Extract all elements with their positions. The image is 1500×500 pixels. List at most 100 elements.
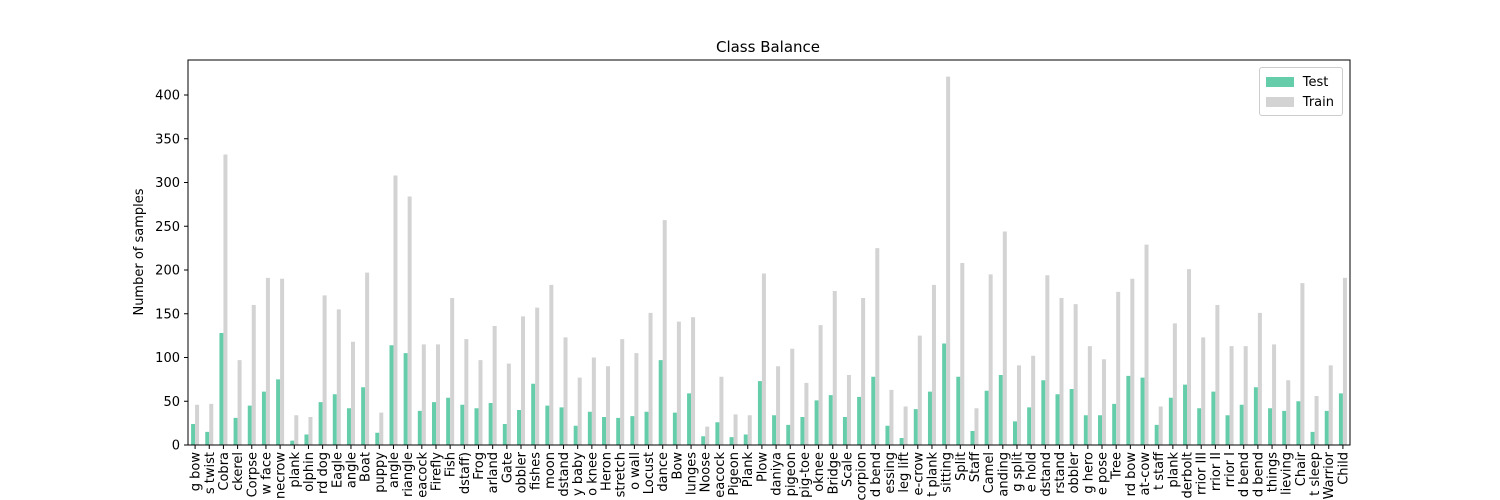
y-tick-label: 100 [155,351,180,366]
bar-train [1130,278,1135,445]
bar-train [761,273,766,445]
bar-test [403,353,408,445]
bar-train [1286,380,1291,445]
bar-train [549,284,554,445]
bar-train [195,404,200,445]
bar-test [1183,384,1188,445]
bar-train [521,316,526,445]
y-tick-label: 400 [155,89,180,104]
x-tick-label: Eagle [330,452,345,488]
bar-test [361,387,366,445]
bar-test [1211,391,1216,445]
bar-train [861,298,866,445]
x-tick-label: t plank [925,452,940,497]
x-tick-label: Camel [982,452,997,493]
x-tick-label: dstand [1039,452,1054,497]
bar-test [531,383,536,445]
x-tick-label: d bend [1237,452,1252,497]
x-tick-label: Frog [472,452,487,480]
bar-train [776,366,781,445]
x-tick-label: Firefly [429,452,444,491]
bar-test [233,417,238,445]
legend-swatch-train [1265,97,1294,107]
x-tick-label: g hero [1081,452,1096,494]
x-tick-label: fishes [529,452,544,490]
x-tick-label: pigeon [784,452,799,496]
bar-test [1282,410,1287,445]
y-tick-label: 50 [163,395,180,410]
bar-test [800,417,805,445]
bar-test [1310,431,1315,445]
bar-test [247,405,252,445]
x-tick-label: g split [1010,452,1025,492]
y-tick-label: 250 [155,220,180,235]
x-tick-label: g bow [189,452,204,492]
bar-test [559,407,564,445]
bar-test [1027,407,1032,445]
x-tick-label: Gate [500,452,515,483]
bar-train [435,344,440,445]
bar-train [747,415,752,445]
bar-train [1229,346,1234,445]
x-tick-label: e pose [1096,452,1111,495]
bar-train [280,278,285,445]
x-tick-label: daniya [770,452,785,496]
bar-train [1031,355,1036,445]
x-tick-label: ckerel [231,452,246,491]
bar-test [219,333,224,445]
plot-frame [187,59,1351,446]
x-tick-label: Staff [968,451,983,482]
bar-test [573,425,578,445]
bar-train [1257,312,1262,445]
legend: Test Train [1258,67,1343,116]
bar-test [346,408,351,445]
bar-train [946,76,951,445]
legend-label-train: Train [1302,94,1334,110]
bar-test [1069,389,1074,445]
x-tick-label: Locust [642,452,657,494]
bar-test [1197,408,1202,445]
bar-test [644,411,649,445]
bar-train [676,321,681,445]
bar-test [842,417,847,445]
bar-test [715,422,720,445]
bar-test [828,395,833,445]
bar-test [630,416,635,445]
legend-label-test: Test [1302,74,1329,90]
x-tick-label: dstaff) [458,452,473,494]
x-tick-label: sitting [940,452,955,493]
y-axis-ticks: 0 50 100 150 200 250 300 350 400 [155,89,188,454]
x-tick-label: rrior II [1209,452,1224,491]
bar-test [502,424,507,445]
bar-test [261,391,266,445]
x-tick-label: Bow [670,452,685,480]
bar-test [290,440,295,445]
bar-train [1144,244,1149,445]
x-tick-label: angle [344,452,359,488]
x-tick-label: dance [656,452,671,492]
bar-train [1272,344,1277,445]
bar-test [1268,408,1273,445]
x-tick-label: Chair [1294,451,1309,486]
bar-train [393,175,398,445]
bar-train [322,295,327,445]
bar-train [1314,396,1319,445]
bar-train [1328,365,1333,445]
x-tick-label: rrior I [1223,452,1238,487]
bar-train [336,309,341,445]
bar-test [729,437,734,445]
bar-train [733,414,738,445]
x-tick-label: moon [543,452,558,489]
bar-test [786,424,791,445]
x-tick-label: Scale [840,452,855,487]
bar-test [602,417,607,445]
bar-train [620,339,625,445]
bar-test [1083,415,1088,445]
bar-train [365,272,370,445]
bar-train [535,307,540,445]
bar-test [474,408,479,445]
bar-test [885,425,890,445]
bar-train [1087,346,1092,445]
bar-test [1296,401,1301,445]
